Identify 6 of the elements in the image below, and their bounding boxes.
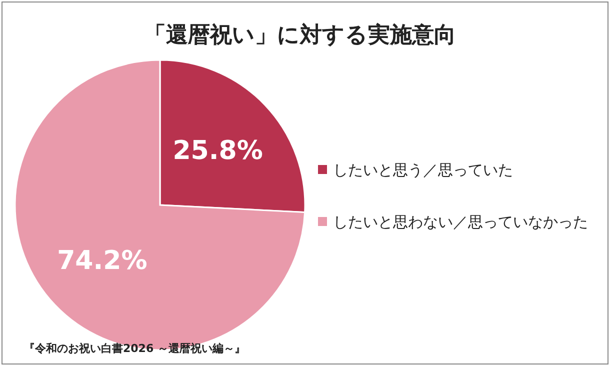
legend-label: したいと思わない／思っていなかった bbox=[333, 213, 588, 231]
data-label: 25.8% bbox=[172, 136, 263, 166]
legend-label: したいと思う／思っていた bbox=[333, 161, 513, 179]
text: 『令和のお祝い白書2026 ～還暦祝い編～』 bbox=[24, 342, 246, 355]
data-label: 74.2% bbox=[57, 246, 148, 276]
chart-title: 「還暦祝い」に対する実施意向 bbox=[144, 22, 456, 48]
